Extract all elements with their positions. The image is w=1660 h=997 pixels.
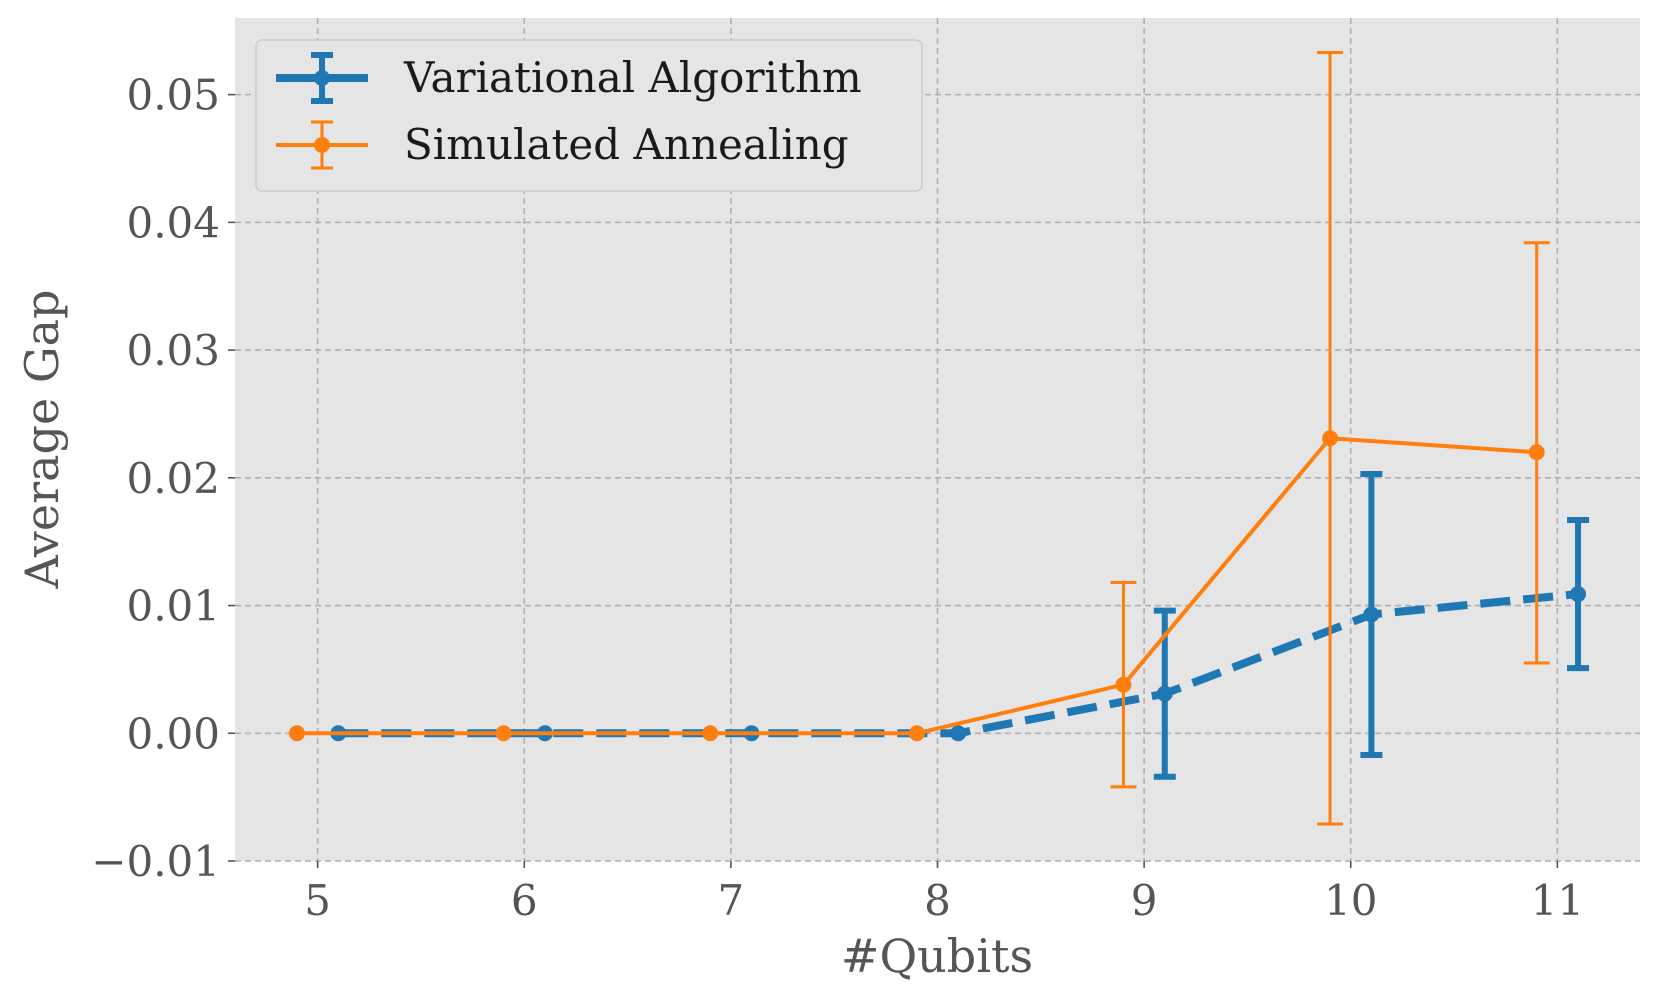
data-point [908,725,925,742]
data-point [1115,676,1132,693]
legend: Variational Algorithm Simulated Annealing [255,39,923,192]
x-tick-label: 6 [511,876,538,925]
y-tick-label: 0.00 [126,709,220,758]
x-tick-label: 7 [718,876,745,925]
y-tick-label: −0.01 [91,837,220,886]
series-variational-algorithm [330,470,1590,780]
data-point [702,725,719,742]
y-tick-label: 0.05 [126,71,220,120]
x-tick-label: 5 [304,876,331,925]
data-point [950,725,967,742]
data-point [495,725,512,742]
series-simulated-annealing [288,50,1550,826]
data-point [1363,606,1380,623]
x-tick-label: 9 [1131,876,1158,925]
legend-entry-label: Simulated Annealing [404,120,849,169]
y-tick-label: 0.02 [126,454,220,503]
y-tick-label: 0.04 [126,198,220,247]
x-tick-label: 11 [1531,876,1584,925]
legend-entry-label: Variational Algorithm [403,53,862,102]
y-tick-label: 0.03 [126,326,220,375]
data-point [1322,430,1339,447]
y-tick-label: 0.01 [126,582,220,631]
x-tick-label: 8 [924,876,951,925]
data-series [288,50,1590,826]
data-point [1528,444,1545,461]
x-tick-label: 10 [1324,876,1377,925]
y-axis-label: Average Gap [15,290,69,590]
data-point [1570,586,1587,603]
x-axis-label: #Qubits [841,929,1033,983]
legend-marker [314,70,330,86]
data-point [288,725,305,742]
legend-marker [314,137,330,153]
data-point [1156,685,1173,702]
legend-frame [255,39,923,192]
axis-ticks: 5 6 7 8 9 10 11 −0.01 0.00 0.01 0.02 0.03 0.04 0.05 [91,71,1584,925]
